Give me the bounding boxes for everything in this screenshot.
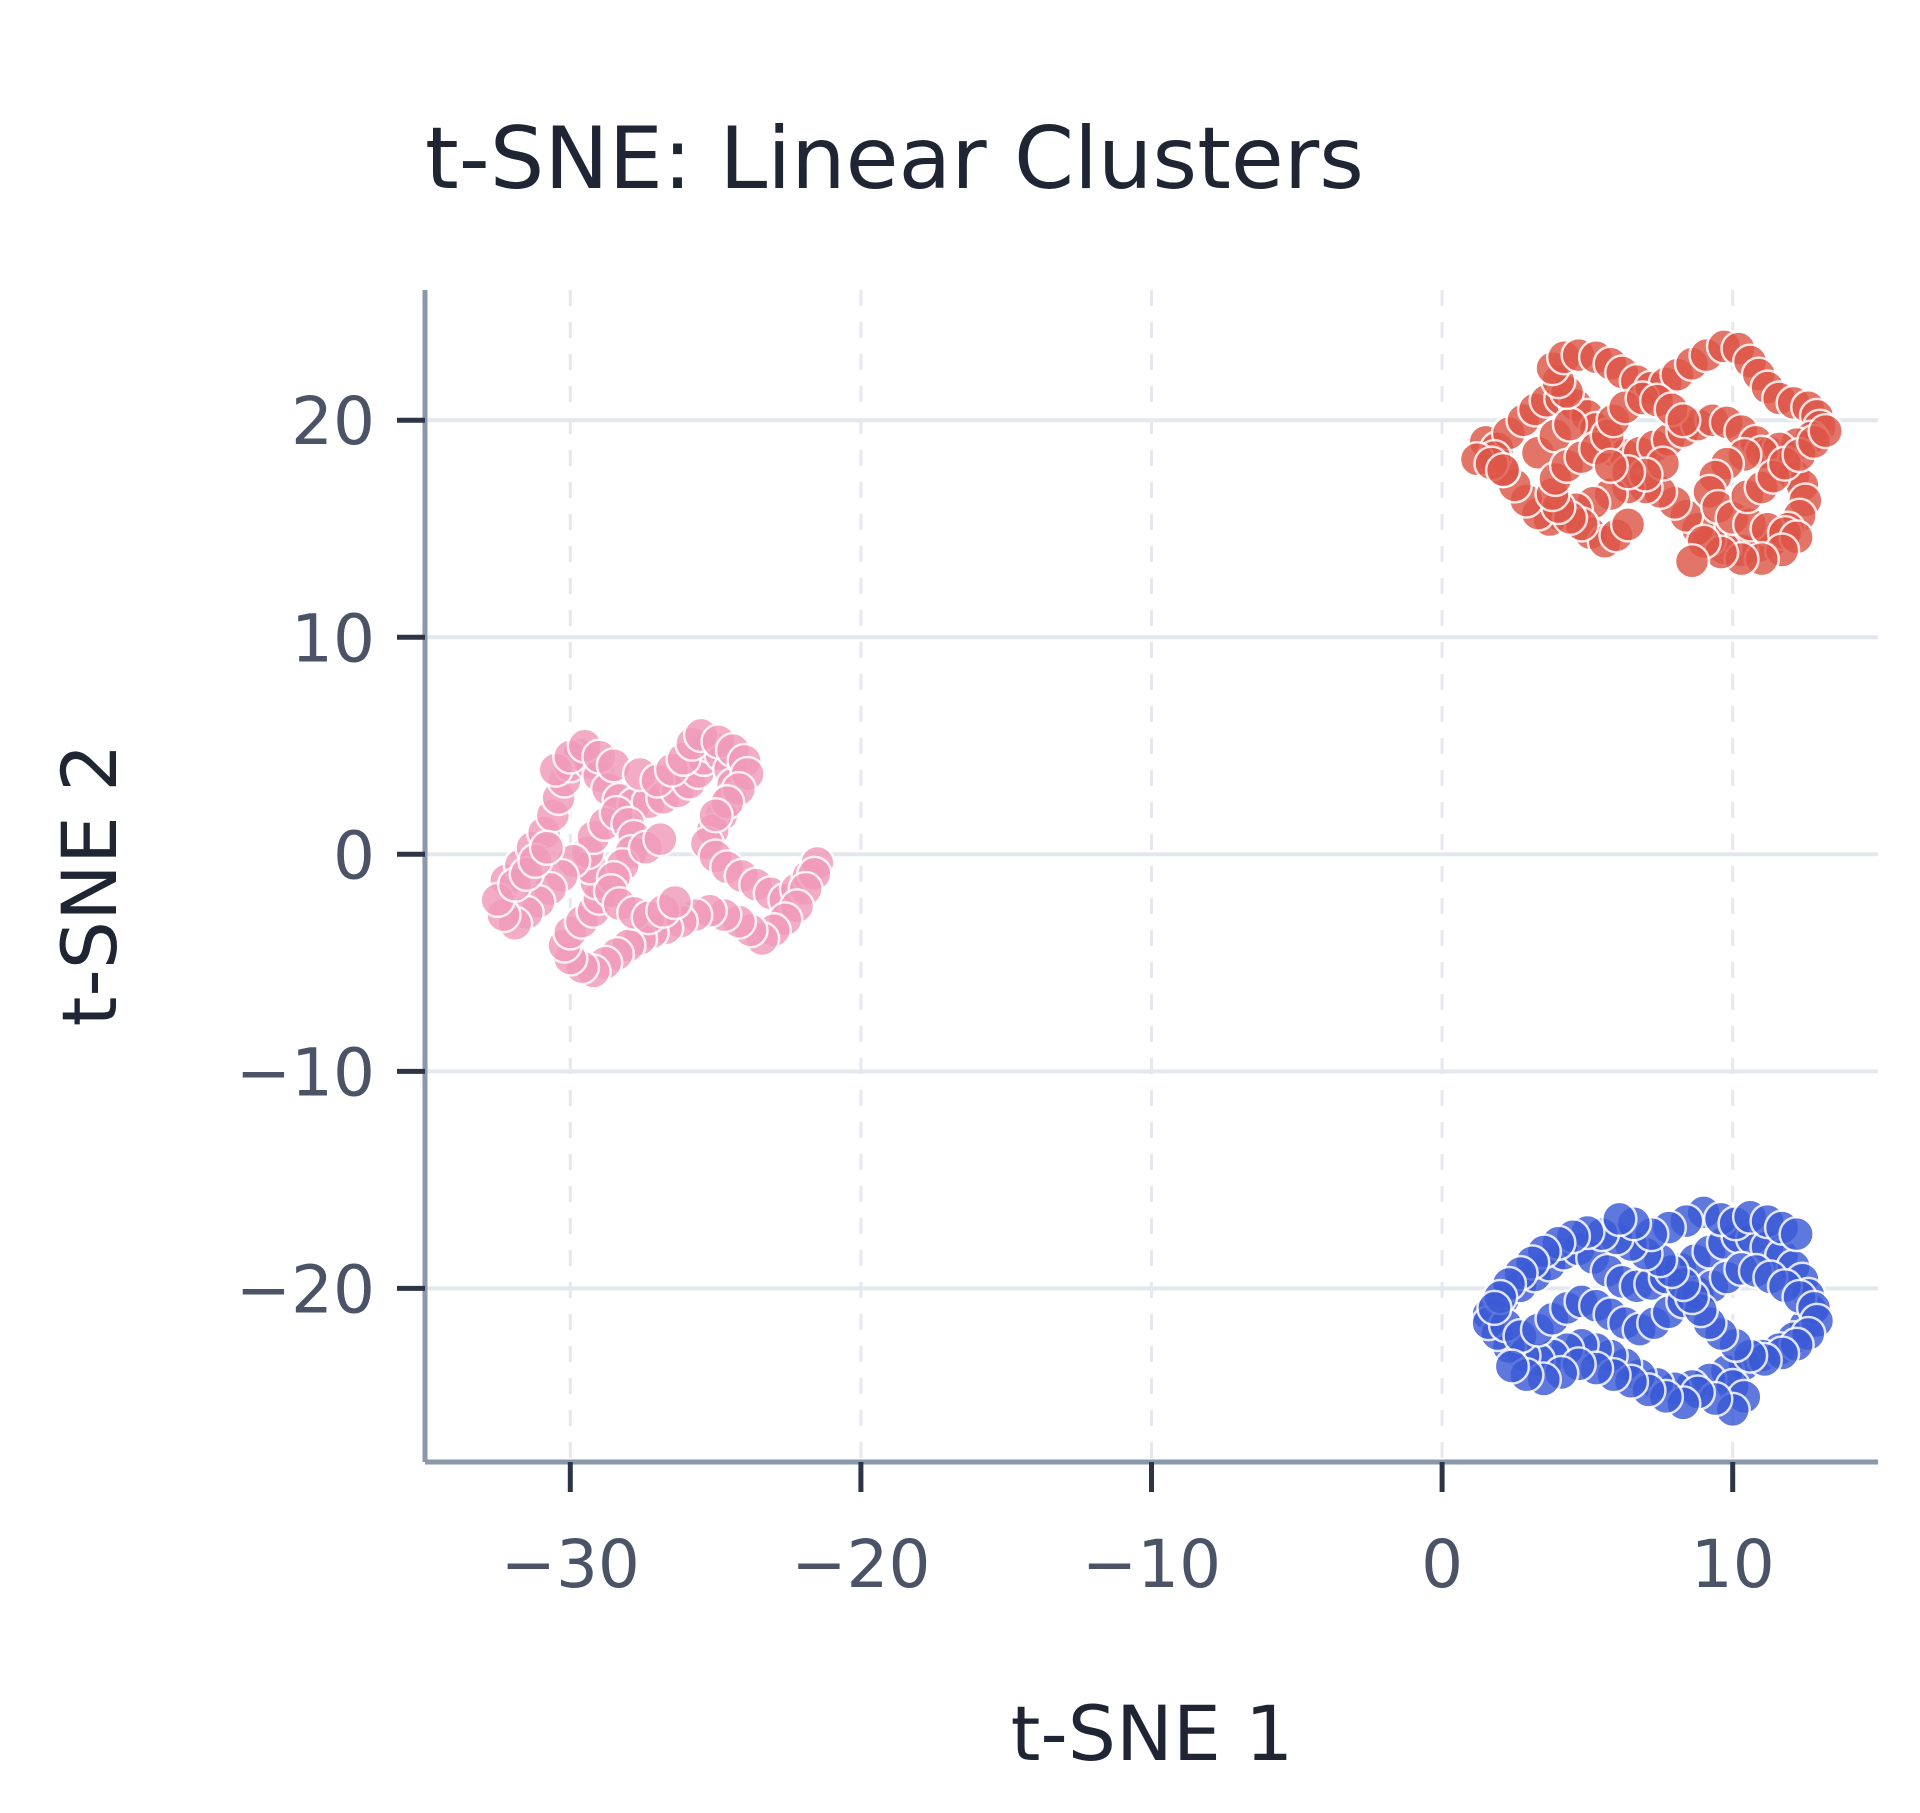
data-point — [1601, 1200, 1638, 1238]
x-tick-label: −30 — [501, 1526, 640, 1603]
x-tick-label: 10 — [1691, 1526, 1775, 1603]
data-point — [1807, 412, 1844, 450]
y-axis-label: t-SNE 2 — [45, 744, 134, 1027]
x-axis-label: t-SNE 1 — [1011, 1689, 1294, 1778]
y-tick-label: −20 — [236, 1251, 375, 1328]
data-point — [656, 883, 694, 921]
data-point — [1493, 1348, 1531, 1385]
data-point — [1778, 1215, 1815, 1253]
data-point — [697, 796, 734, 834]
y-tick-label: 0 — [333, 817, 375, 894]
data-point — [1476, 1289, 1513, 1327]
x-tick-label: −20 — [791, 1526, 930, 1603]
x-tick-label: 0 — [1421, 1526, 1463, 1603]
data-point — [1665, 401, 1702, 439]
chart-title: t-SNE: Linear Clusters — [425, 109, 1364, 209]
y-tick-label: −10 — [236, 1034, 375, 1111]
data-point — [1609, 506, 1647, 543]
ticks: −30 −20 −10 0 10 20 10 0 −10 −20 — [236, 383, 1775, 1603]
x-tick-label: −10 — [1082, 1526, 1221, 1603]
data-point — [1551, 406, 1589, 443]
y-tick-label: 10 — [291, 600, 375, 677]
data-point — [1592, 447, 1629, 485]
y-tick-label: 20 — [291, 383, 375, 460]
data-point — [1673, 543, 1711, 580]
data-point — [1484, 451, 1522, 489]
data-point — [642, 820, 679, 858]
points — [479, 328, 1844, 1429]
data-point — [528, 829, 566, 867]
